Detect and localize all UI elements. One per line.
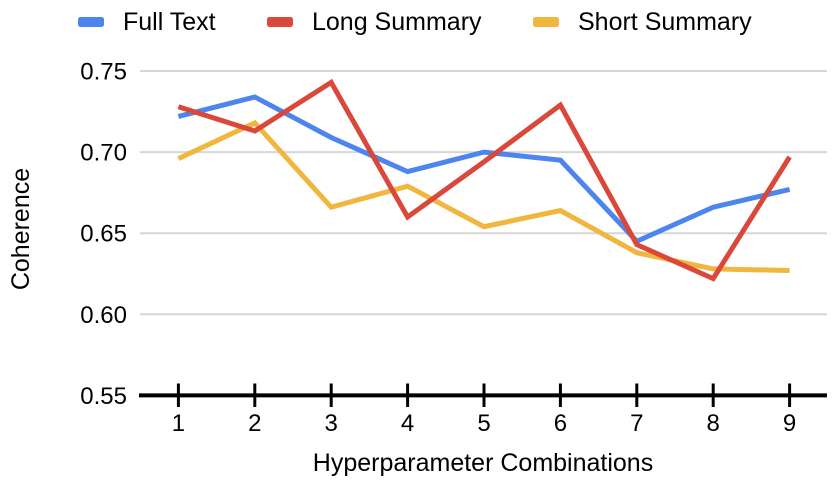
legend-label-full-text: Full Text: [123, 7, 216, 36]
series-line-full-text: [177, 94, 791, 245]
legend-item-long-summary: Long Summary: [267, 0, 482, 44]
axis-tick-labels: 1 2 3 4 5 6 7 8 9 0.55 0.60 0.65 0.70 0.75: [80, 59, 796, 438]
legend-item-full-text: Full Text: [78, 0, 216, 44]
x-axis: [139, 383, 827, 407]
x-tick-label-7: 7: [630, 410, 643, 437]
x-tick-label-3: 3: [325, 410, 338, 437]
legend-swatch-long-summary: [267, 17, 293, 27]
x-tick-label-5: 5: [477, 410, 490, 437]
chart-legend: Full Text Long Summary Short Summary: [0, 0, 837, 44]
legend-swatch-full-text: [78, 17, 104, 27]
x-tick-label-1: 1: [172, 410, 185, 437]
x-tick-label-9: 9: [783, 410, 796, 437]
x-axis-title: Hyperparameter Combinations: [313, 449, 653, 477]
legend-item-short-summary: Short Summary: [533, 0, 752, 44]
legend-label-long-summary: Long Summary: [312, 7, 482, 36]
y-axis-title: Coherence: [7, 168, 35, 290]
x-tick-label-4: 4: [401, 410, 414, 437]
x-tick-label-6: 6: [554, 410, 567, 437]
series-line-short-summary: [177, 119, 790, 273]
y-tick-label-0.65: 0.65: [80, 221, 127, 248]
series-lines: [177, 78, 792, 282]
y-tick-label-0.75: 0.75: [80, 59, 127, 86]
y-tick-label-0.70: 0.70: [80, 140, 127, 167]
gridlines: [140, 70, 827, 316]
x-tick-label-8: 8: [707, 410, 720, 437]
x-tick-label-2: 2: [248, 410, 261, 437]
legend-label-short-summary: Short Summary: [578, 7, 752, 36]
y-tick-label-0.55: 0.55: [80, 383, 127, 410]
legend-swatch-short-summary: [533, 17, 559, 27]
series-line-long-summary: [177, 78, 792, 282]
y-tick-label-0.60: 0.60: [80, 302, 127, 329]
